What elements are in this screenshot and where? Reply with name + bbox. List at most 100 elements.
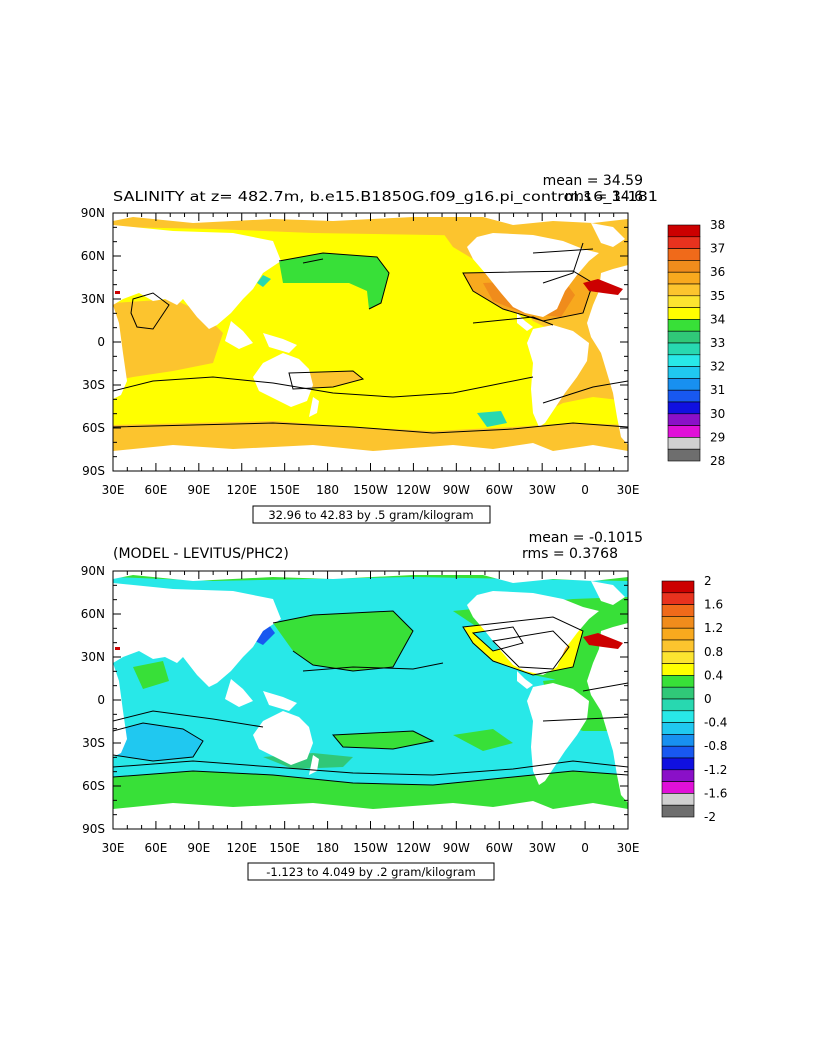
y-tick-label: 90N [81,206,105,220]
colorbar-label: 31 [710,383,725,397]
panel1-range-label: 32.96 to 42.83 by .5 gram/kilogram [268,508,473,522]
x-tick-label: 60E [144,483,167,497]
colorbar-swatch [667,330,701,344]
x-tick-label: 120E [227,841,258,855]
colorbar-label: 37 [710,242,725,256]
colorbar-swatch [661,616,695,629]
y-tick-label: 0 [97,693,105,707]
colorbar-swatch [667,260,701,273]
panel2-title: (MODEL - LEVITUS/PHC2) [113,546,289,562]
colorbar-label: 2 [704,574,712,588]
x-tick-label: 180 [316,841,339,855]
colorbar-label: 0.4 [704,668,723,682]
colorbar-swatch [667,295,701,308]
colorbar-swatch [667,224,701,238]
panel2-ticks [112,570,629,830]
y-tick-label: 60S [82,779,105,793]
panel1-title: SALINITY at z= 482.7m, b.e15.B1850G.f09_… [113,189,658,205]
colorbar-label: 28 [710,454,725,468]
panel1-tick-labels: 30E 60E 90E 120E 150E 180 150W 120W 90W 60W 30W 0 30… [81,206,640,497]
x-tick-label: 120W [396,483,431,497]
colorbar-swatch [667,236,701,249]
x-tick-label: 30E [102,483,125,497]
x-tick-label: 90W [443,483,470,497]
y-tick-label: 90S [82,822,105,836]
x-tick-label: 60E [144,841,167,855]
panel2-mean: mean = -0.1015 [529,530,643,546]
colorbar-swatch [667,366,701,379]
x-tick-label: 30W [529,483,556,497]
x-tick-label: 30E [617,483,640,497]
colorbar-swatch [661,769,695,782]
x-tick-label: 90W [443,841,470,855]
y-tick-label: 90S [82,464,105,478]
colorbar-swatch [667,307,701,320]
colorbar-swatch [661,710,695,723]
x-tick-label: 60W [486,483,513,497]
panel1-range-box [252,505,491,524]
colorbar-swatch [661,793,695,806]
colorbar-swatch [661,722,695,735]
colorbar-swatch [661,757,695,771]
colorbar-label: 35 [710,289,725,303]
y-tick-label: 30S [82,378,105,392]
panel1-ticks [112,212,629,472]
x-tick-label: 150E [269,841,300,855]
y-tick-label: 30N [81,650,105,664]
panel-difference: mean = -0.1015 rms = 0.3768 (MODEL - LEV… [81,530,727,881]
colorbar-label: 33 [710,336,725,350]
panel1-rms: rms = 34.6 [565,189,643,205]
colorbar-swatch [667,425,701,438]
x-tick-label: 0 [581,841,589,855]
panel2-range-box [247,862,495,881]
colorbar-swatch [661,580,695,594]
colorbar-label: 38 [710,218,725,232]
colorbar-label: 36 [710,265,725,279]
x-tick-label: 150W [353,841,388,855]
colorbar-swatch [667,448,701,462]
y-tick-label: 60N [81,607,105,621]
colorbar-swatch [661,627,695,641]
y-tick-label: 30S [82,736,105,750]
y-tick-label: 90N [81,564,105,578]
colorbar-label: -1.2 [704,763,727,777]
panel2-colorbar: 2 1.6 1.2 0.8 0.4 0 -0.4 -0.8 -1.2 -1.6 -2 [661,574,727,824]
colorbar-swatch [661,734,695,747]
colorbar-swatch [667,342,701,356]
colorbar-swatch [667,401,701,415]
colorbar-swatch [667,389,701,403]
panel1-mean: mean = 34.59 [543,173,643,189]
colorbar-swatch [667,283,701,297]
colorbar-label: 30 [710,407,725,421]
colorbar-label: -2 [704,810,716,824]
panel2-rms: rms = 0.3768 [522,546,618,562]
colorbar-swatch [661,604,695,617]
colorbar-label: -1.6 [704,786,727,800]
colorbar-swatch [667,354,701,367]
y-tick-label: 60S [82,421,105,435]
colorbar-swatch [667,271,701,285]
colorbar-label: 0.8 [704,645,723,659]
x-tick-label: 0 [581,483,589,497]
x-tick-label: 30W [529,841,556,855]
colorbar-label: 0 [704,692,712,706]
x-tick-label: 120E [227,483,258,497]
colorbar-label: 1.6 [704,598,723,612]
panel2-map [113,571,628,829]
colorbar-swatch [661,592,695,605]
colorbar-label: 29 [710,430,725,444]
colorbar-swatch [667,437,701,450]
colorbar-label: 1.2 [704,621,723,635]
x-tick-label: 30E [617,841,640,855]
x-tick-label: 90E [187,841,210,855]
colorbar-swatch [667,319,701,332]
x-tick-label: 60W [486,841,513,855]
colorbar-swatch [661,639,695,653]
x-tick-label: 150E [269,483,300,497]
colorbar-swatch [667,413,701,426]
y-tick-label: 0 [97,335,105,349]
colorbar-swatch [667,378,701,391]
colorbar-swatch [661,651,695,664]
x-tick-label: 180 [316,483,339,497]
